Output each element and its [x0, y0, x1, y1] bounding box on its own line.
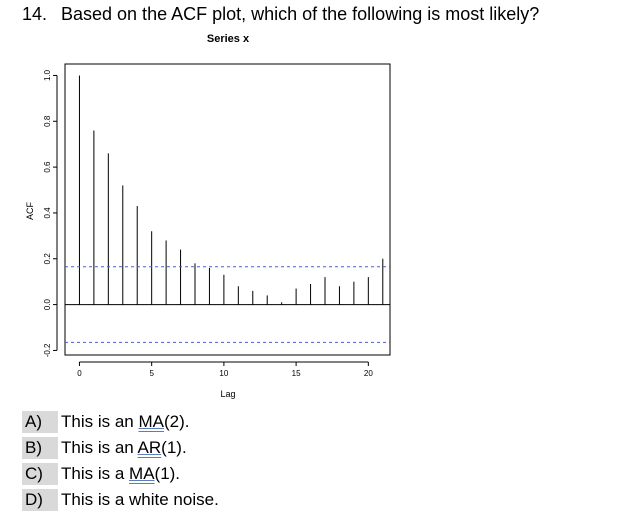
option-text-part: This is an [61, 412, 139, 431]
x-tick-label: 10 [219, 369, 228, 378]
y-tick-label: 0.4 [43, 207, 52, 219]
option-text-part: This is a white noise. [61, 490, 219, 509]
option-text-part: This is a [61, 464, 130, 483]
y-axis-label: ACF [25, 201, 35, 220]
answer-option[interactable]: B) This is an AR(1). [22, 437, 187, 459]
y-axis: -0.2 0.0 0.2 0.4 0.6 0.8 1.0 [43, 69, 58, 357]
option-text-part: AR [137, 438, 162, 457]
option-letter: A) [22, 411, 58, 433]
option-text: This is a white noise. [61, 490, 219, 510]
y-tick-label: 0.6 [43, 161, 52, 173]
x-tick-label: 20 [364, 369, 373, 378]
acf-bars [78, 75, 384, 305]
answer-option[interactable]: D) This is a white noise. [22, 489, 219, 511]
option-text-part: This is an [61, 438, 138, 457]
x-axis: 0 5 10 15 20 [77, 361, 373, 378]
y-tick-label: 1.0 [43, 69, 52, 81]
y-tick-label: 0.0 [43, 298, 52, 310]
option-letter: D) [22, 489, 58, 511]
x-tick-label: 5 [149, 369, 154, 378]
option-text: This is a MA(1). [61, 464, 180, 484]
answer-option[interactable]: A) This is an MA(2). [22, 411, 189, 433]
option-text-part: MA [129, 464, 155, 483]
option-text-part: (2). [163, 412, 190, 431]
option-text: This is an MA(2). [61, 412, 189, 432]
option-text: This is an AR(1). [61, 438, 187, 458]
y-tick-label: -0.2 [43, 343, 52, 357]
confidence-bands [65, 266, 390, 343]
question-number: 14. [22, 4, 48, 24]
option-text-part: MA [138, 412, 164, 431]
option-text-part: (1). [154, 464, 181, 483]
question-text: Based on the ACF plot, which of the foll… [61, 4, 540, 24]
plot-frame [64, 63, 391, 356]
option-text-part: (1). [161, 438, 187, 457]
option-letter: C) [22, 463, 58, 485]
chart-title: Series x [207, 33, 250, 45]
answer-option[interactable]: C) This is a MA(1). [22, 463, 180, 485]
x-tick-label: 15 [292, 369, 301, 378]
y-tick-label: 0.8 [43, 115, 52, 127]
y-tick-label: 0.2 [43, 253, 52, 265]
x-axis-label: Lag [220, 389, 235, 399]
option-letter: B) [22, 437, 58, 459]
acf-chart: Series x -0.2 0.0 0.2 0.4 0.6 0.8 1.0 0 5 10 15 20… [25, 33, 391, 399]
x-tick-label: 0 [77, 369, 82, 378]
